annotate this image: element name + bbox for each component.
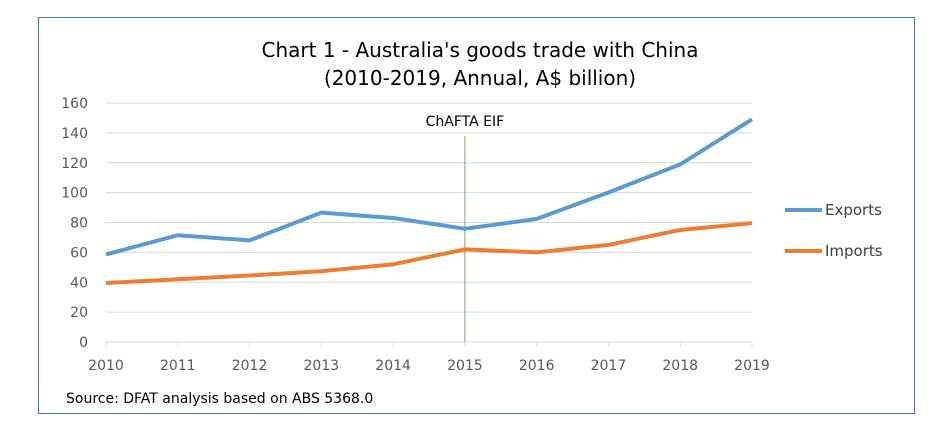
x-tick-label: 2010 (88, 358, 124, 374)
x-tick-label: 2012 (232, 358, 268, 374)
x-tick-label: 2014 (375, 358, 411, 374)
x-tick-label: 2016 (519, 358, 555, 374)
legend-label: Imports (825, 242, 883, 260)
x-tick-label: 2013 (304, 358, 340, 374)
y-tick-label: 100 (61, 186, 88, 202)
y-tick-label: 20 (70, 305, 88, 321)
source-note: Source: DFAT analysis based on ABS 5368.… (66, 391, 373, 407)
y-tick-label: 60 (70, 245, 88, 261)
y-tick-label: 140 (61, 126, 88, 142)
y-tick-label: 160 (61, 96, 88, 112)
series-line-exports (105, 117, 754, 257)
x-tick-label: 2018 (662, 358, 698, 374)
series-line-imports (105, 221, 753, 285)
x-tick-label: 2017 (591, 358, 627, 374)
chart-subtitle: (2010-2019, Annual, A$ billion) (324, 66, 636, 90)
y-tick-label: 80 (70, 216, 88, 232)
x-tick-label: 2011 (160, 358, 196, 374)
legend-label: Exports (825, 201, 882, 219)
chart-frame (38, 17, 915, 414)
y-tick-label: 0 (79, 335, 88, 351)
x-tick-label: 2015 (447, 358, 483, 374)
x-tick-label: 2019 (734, 358, 770, 374)
y-tick-label: 120 (61, 156, 88, 172)
y-tick-label: 40 (70, 275, 88, 291)
annotation-label: ChAFTA EIF (426, 114, 505, 130)
chart-title: Chart 1 - Australia's goods trade with C… (262, 38, 699, 62)
